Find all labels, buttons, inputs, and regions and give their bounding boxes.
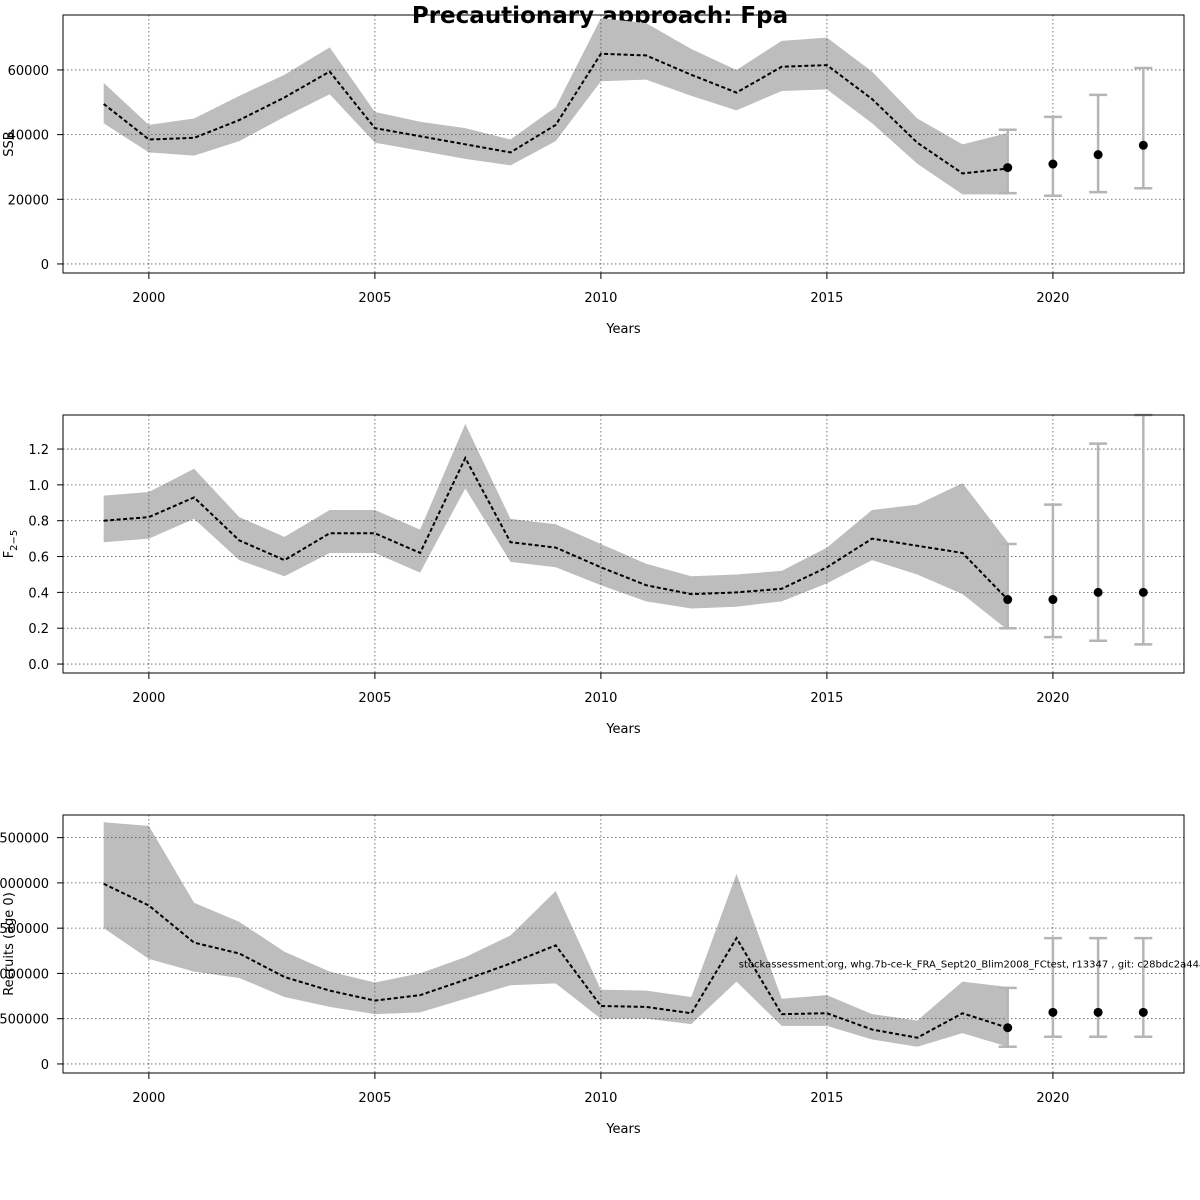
chart-panel-1: 2000 2005 2010 2015 2020 0 20000 40000 60000 Year… — [2, 14, 1185, 337]
y-tick-label: 2500000 — [0, 832, 49, 847]
forecast-point — [1048, 159, 1058, 169]
forecast-point — [1138, 1007, 1148, 1017]
y-tick-label: 0.2 — [28, 622, 49, 637]
y-tick-label: 0.8 — [28, 515, 49, 530]
x-axis-label: Years — [605, 722, 641, 737]
x-tick-label: 2000 — [132, 691, 165, 706]
x-tick-label: 2005 — [358, 691, 391, 706]
estimate-line — [103, 455, 1009, 601]
estimate-line — [103, 52, 1008, 175]
x-tick-label: 2015 — [810, 291, 843, 306]
x-tick-label: 2005 — [358, 1091, 391, 1106]
y-tick-label: 0 — [41, 1058, 49, 1073]
chart-annotation: stockassessment.org, whg.7b-ce-k_FRA_Sep… — [739, 959, 1200, 970]
y-tick-label: 1.0 — [28, 479, 49, 494]
plot-frame — [62, 414, 1185, 674]
estimate-line — [103, 882, 1009, 1039]
y-axis-label: Recruits (age 0) — [2, 892, 17, 996]
confidence-band — [103, 423, 1008, 630]
plot-frame — [62, 14, 1185, 274]
x-tick-label: 2005 — [358, 291, 391, 306]
forecast-point — [1138, 587, 1148, 597]
x-tick-label: 2000 — [132, 1091, 165, 1106]
y-tick-label: 0.4 — [28, 586, 49, 601]
y-axis-label-main: F — [2, 551, 17, 558]
forecast-point — [1138, 140, 1148, 150]
y-tick-label: 20000 — [8, 193, 49, 208]
y-axis-label-main: SSB — [2, 131, 17, 156]
y-tick-label: 0.0 — [28, 658, 49, 673]
forecast-point — [1048, 1007, 1058, 1017]
y-tick-label: 1000000 — [0, 967, 49, 982]
chart-panel-2: 2000 2005 2010 2015 2020 0.0 0.2 0.4 0.6 0.8 1.0 1.… — [2, 413, 1185, 737]
plot-frame — [62, 814, 1185, 1074]
y-tick-label: 1.2 — [28, 443, 49, 458]
x-tick-label: 2015 — [810, 691, 843, 706]
y-tick-label: 60000 — [8, 64, 49, 79]
x-tick-label: 2010 — [584, 291, 617, 306]
forecast-point — [1093, 587, 1103, 597]
y-tick-label: 0 — [41, 258, 49, 273]
forecast-point — [1003, 163, 1013, 173]
y-tick-label: 40000 — [8, 129, 49, 144]
confidence-band — [103, 822, 1008, 1047]
x-tick-label: 2010 — [584, 1091, 617, 1106]
x-tick-label: 2010 — [584, 691, 617, 706]
x-tick-label: 2000 — [132, 291, 165, 306]
forecast-point — [1093, 150, 1103, 160]
y-axis-label: SSB — [2, 131, 17, 156]
forecast-point — [1048, 595, 1058, 605]
y-tick-label: 500000 — [0, 1013, 49, 1028]
x-axis-label: Years — [605, 1122, 641, 1137]
y-tick-label: 0.6 — [28, 551, 49, 566]
chart-panel-3: 2000 2005 2010 2015 2020 0 500000 1000000 150000… — [0, 814, 1200, 1137]
confidence-band — [103, 18, 1008, 195]
x-tick-label: 2020 — [1036, 291, 1069, 306]
x-tick-label: 2015 — [810, 1091, 843, 1106]
y-axis-label-subscript: 2−5 — [9, 530, 20, 551]
x-axis-label: Years — [605, 322, 641, 337]
x-tick-label: 2020 — [1036, 1091, 1069, 1106]
forecast-point — [1003, 1023, 1013, 1033]
x-tick-label: 2020 — [1036, 691, 1069, 706]
y-tick-label: 1500000 — [0, 922, 49, 937]
y-tick-label: 2000000 — [0, 877, 49, 892]
y-axis-label: F2−5 — [2, 530, 20, 559]
forecast-point — [1093, 1007, 1103, 1017]
y-axis-label-main: Recruits (age 0) — [2, 892, 17, 996]
forecast-point — [1003, 595, 1013, 605]
